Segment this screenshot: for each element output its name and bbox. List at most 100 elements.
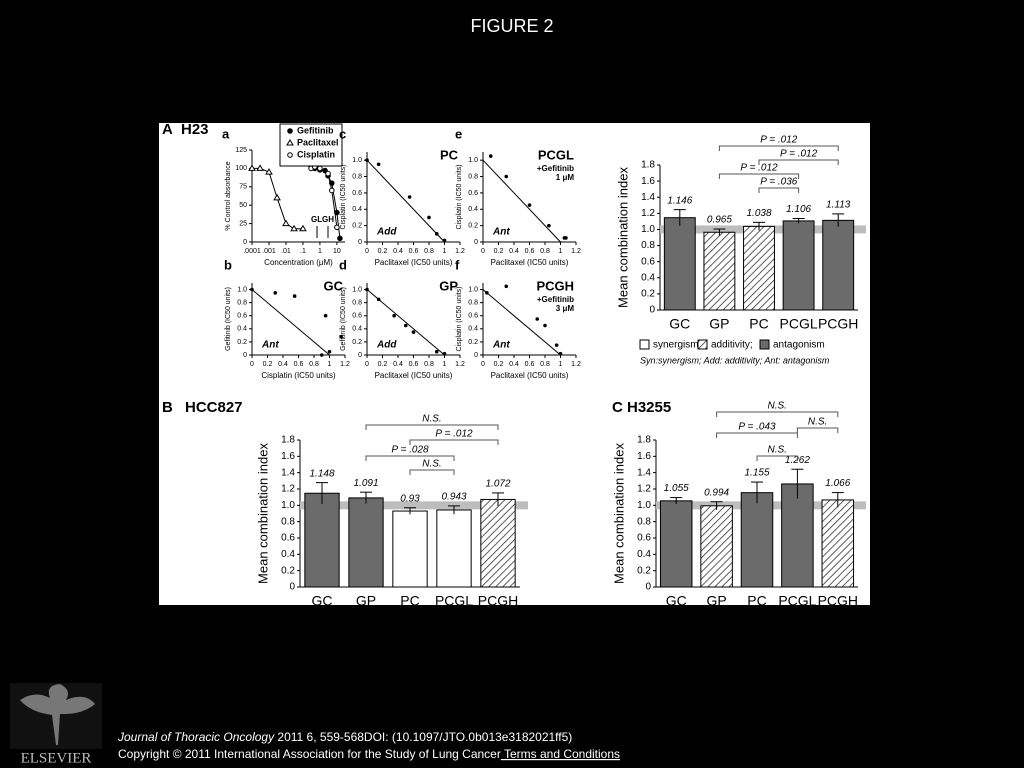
data-point: [376, 162, 381, 167]
significance-label: P = .012: [740, 163, 778, 174]
value-label: 1.066: [825, 478, 850, 489]
panel-note: 1 μM: [556, 173, 575, 182]
x-tick-label: 0.6: [409, 361, 419, 368]
significance-bracket: [365, 455, 455, 461]
value-label: 1.072: [485, 479, 510, 490]
x-tick-label: 0.2: [378, 248, 388, 255]
significance-bracket: [409, 469, 455, 475]
value-label: 1.113: [826, 200, 851, 211]
data-point: [327, 349, 332, 354]
x-tick-label: 0.2: [494, 361, 504, 368]
x-axis-label: Paclitaxel (IC50 units): [375, 258, 453, 267]
additivity-line: [251, 289, 330, 356]
x-tick-label: 0.4: [393, 361, 403, 368]
x-tick-label: 0.6: [525, 361, 535, 368]
y-axis-label: Cisplatin (IC50 units): [456, 287, 463, 352]
category-label: GP: [706, 593, 726, 609]
section-letter: B: [162, 399, 173, 416]
data-point: [323, 313, 328, 318]
panel-letter: a: [222, 126, 230, 141]
terms-link[interactable]: Terms and Conditions: [501, 747, 620, 761]
y-tick-label: 0.4: [468, 206, 478, 213]
y-tick-label: 0.2: [468, 339, 478, 346]
data-point: [434, 349, 439, 354]
y-tick-label: 0: [243, 352, 247, 359]
x-tick-label: 1.2: [455, 248, 465, 255]
x-tick-label: 10: [333, 248, 341, 255]
significance-label: N.S.: [767, 401, 786, 412]
x-tick-label: 1.2: [455, 361, 465, 368]
category-label: PCGL: [435, 593, 473, 609]
category-label: PC: [747, 593, 766, 609]
data-point: [411, 330, 416, 334]
data-marker: [265, 168, 273, 175]
y-tick-label: 25: [239, 220, 247, 227]
y-tick-label: 1.0: [352, 286, 362, 293]
y-tick-label: 1.8: [281, 435, 295, 446]
bar: [782, 220, 815, 311]
y-tick-label: 0.4: [237, 326, 247, 333]
y-tick-label: 0.6: [281, 533, 295, 544]
y-tick-label: 0.6: [237, 313, 247, 320]
panel-letter: b: [224, 257, 232, 272]
y-tick-label: 0.2: [237, 339, 247, 346]
reference-band: [300, 501, 528, 510]
y-tick-label: 0.8: [468, 173, 478, 180]
category-label: GC: [669, 316, 690, 332]
data-marker: [287, 152, 293, 158]
x-tick-label: 1: [443, 248, 447, 255]
journal-name: Journal of Thoracic Oncology: [117, 730, 275, 744]
x-tick-label: 1.2: [340, 361, 350, 368]
additivity-line: [366, 159, 445, 243]
data-point: [543, 323, 547, 328]
data-marker: [256, 164, 264, 171]
additivity-line: [482, 289, 561, 356]
x-tick-label: 0: [365, 361, 369, 368]
value-label: 0.943: [441, 492, 466, 503]
category-label: PCGL: [778, 593, 816, 609]
y-tick-label: 1.0: [237, 286, 247, 293]
bar: [659, 500, 693, 588]
value-label: 1.038: [746, 208, 771, 219]
section-title: HCC827: [185, 399, 243, 416]
data-marker: [337, 235, 343, 242]
panel-tag: Add: [376, 227, 397, 238]
x-tick-label: .1: [300, 248, 306, 255]
x-tick-label: 1.2: [571, 361, 581, 368]
x-tick-label: 0.2: [494, 248, 504, 255]
data-marker: [317, 165, 323, 172]
y-tick-label: 0: [474, 239, 478, 246]
y-tick-label: 0.6: [468, 313, 478, 320]
bar: [700, 505, 733, 588]
y-tick-label: 0.2: [281, 565, 295, 576]
data-marker: [299, 224, 307, 232]
y-tick-label: 1.4: [281, 467, 295, 478]
category-label: PCGH: [478, 593, 518, 609]
section-letter: C: [612, 399, 623, 416]
data-point: [485, 291, 489, 295]
y-tick-label: 1.0: [468, 157, 478, 164]
y-tick-label: 1.0: [352, 157, 362, 164]
y-tick-label: 1.0: [468, 286, 478, 293]
x-tick-label: 0.2: [378, 361, 388, 368]
y-tick-label: 0.4: [637, 549, 651, 560]
y-tick-label: 1.6: [641, 176, 655, 187]
category-label: GC: [666, 593, 687, 609]
y-tick-label: 0.4: [281, 549, 295, 560]
citation: Journal of Thoracic Oncology 2011 6, 559…: [117, 730, 572, 744]
data-marker: [290, 224, 298, 232]
y-tick-label: 1.6: [281, 451, 295, 462]
value-label: 0.994: [704, 487, 729, 498]
y-axis-label: Mean combination index: [255, 443, 270, 584]
legend-label: Cisplatin: [297, 149, 335, 159]
bar: [480, 498, 516, 588]
x-tick-label: 0.8: [424, 248, 434, 255]
panel-title: GP: [439, 278, 458, 293]
data-point: [504, 284, 509, 289]
data-marker: [286, 139, 294, 146]
data-point: [434, 232, 439, 236]
category-label: PCGL: [780, 316, 818, 332]
y-tick-label: 0: [243, 239, 247, 246]
x-axis-label: Paclitaxel (IC50 units): [375, 371, 453, 380]
